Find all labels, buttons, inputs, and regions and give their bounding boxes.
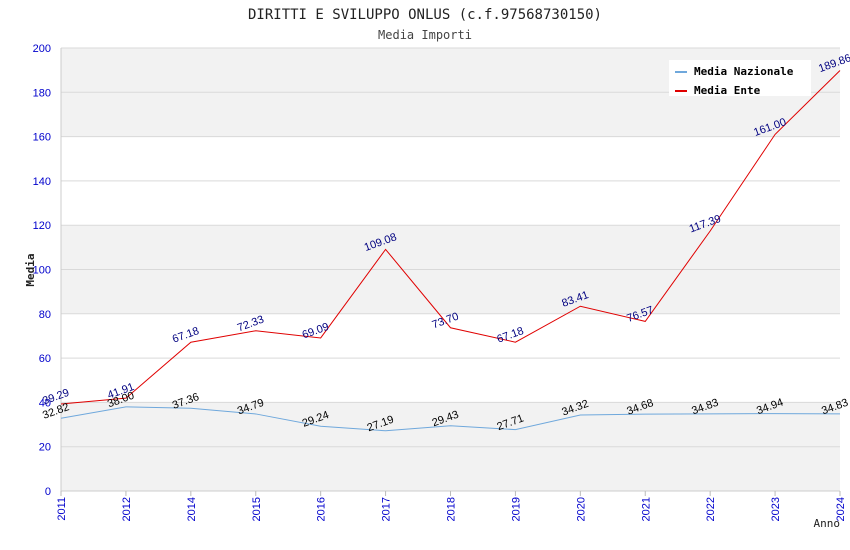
grid-band	[61, 446, 840, 491]
x-tick-label: 2021	[640, 497, 652, 521]
series-line-nazionale	[60, 406, 841, 432]
grid-band	[61, 358, 840, 403]
x-tick-label: 2016	[316, 497, 328, 521]
grid-band	[61, 269, 840, 314]
grid-band	[61, 136, 840, 181]
y-tick-label: 140	[33, 176, 51, 188]
legend-box	[669, 60, 811, 96]
legend-label-ente: Media Ente	[694, 84, 761, 97]
x-tick-label: 2017	[381, 497, 393, 521]
grid-bands	[61, 48, 840, 491]
y-tick-label: 80	[39, 309, 51, 321]
x-tick-label: 2023	[770, 497, 782, 521]
x-ticks: 2011 2012 2014 2015 2016 2017 2018 2019 2020 2021…	[56, 497, 847, 521]
y-tick-label: 40	[39, 397, 51, 409]
x-axis-title: Anno	[814, 517, 841, 530]
axes	[60, 48, 841, 496]
y-tick-label: 180	[33, 87, 51, 99]
y-tick-label: 60	[39, 353, 51, 365]
y-tick-label: 200	[33, 43, 51, 55]
grid-band	[61, 313, 840, 359]
y-tick-label: 100	[33, 265, 51, 277]
x-tick-label: 2019	[510, 497, 522, 521]
series-lines	[60, 70, 841, 432]
x-tick-label: 2011	[56, 497, 68, 521]
grid-band	[61, 225, 840, 270]
x-tick-label: 2012	[121, 497, 133, 521]
y-tick-label: 120	[33, 220, 51, 232]
y-ticks: 0 20 40 60 80 100 120 140 160 180 200	[33, 43, 51, 498]
y-tick-label: 0	[45, 486, 51, 498]
x-tick-label: 2018	[446, 497, 458, 521]
legend-label-nazionale: Media Nazionale	[694, 65, 794, 78]
y-axis-title: Media	[24, 253, 37, 286]
grid-band	[61, 92, 840, 137]
series-line-ente	[60, 70, 841, 405]
x-tick-label: 2020	[575, 497, 587, 521]
x-tick-label: 2015	[251, 497, 263, 521]
x-tick-label: 2024	[835, 497, 847, 521]
chart-title: DIRITTI E SVILUPPO ONLUS (c.f.9756873015…	[248, 7, 602, 23]
x-tick-label: 2022	[705, 497, 717, 521]
x-tick-label: 2014	[186, 497, 198, 521]
grid-band	[61, 180, 840, 226]
y-tick-label: 160	[33, 132, 51, 144]
y-tick-label: 20	[39, 442, 51, 454]
grid-band	[61, 402, 840, 447]
chart-subtitle: Media Importi	[378, 28, 472, 42]
legend: Media Nazionale Media Ente	[669, 60, 811, 97]
